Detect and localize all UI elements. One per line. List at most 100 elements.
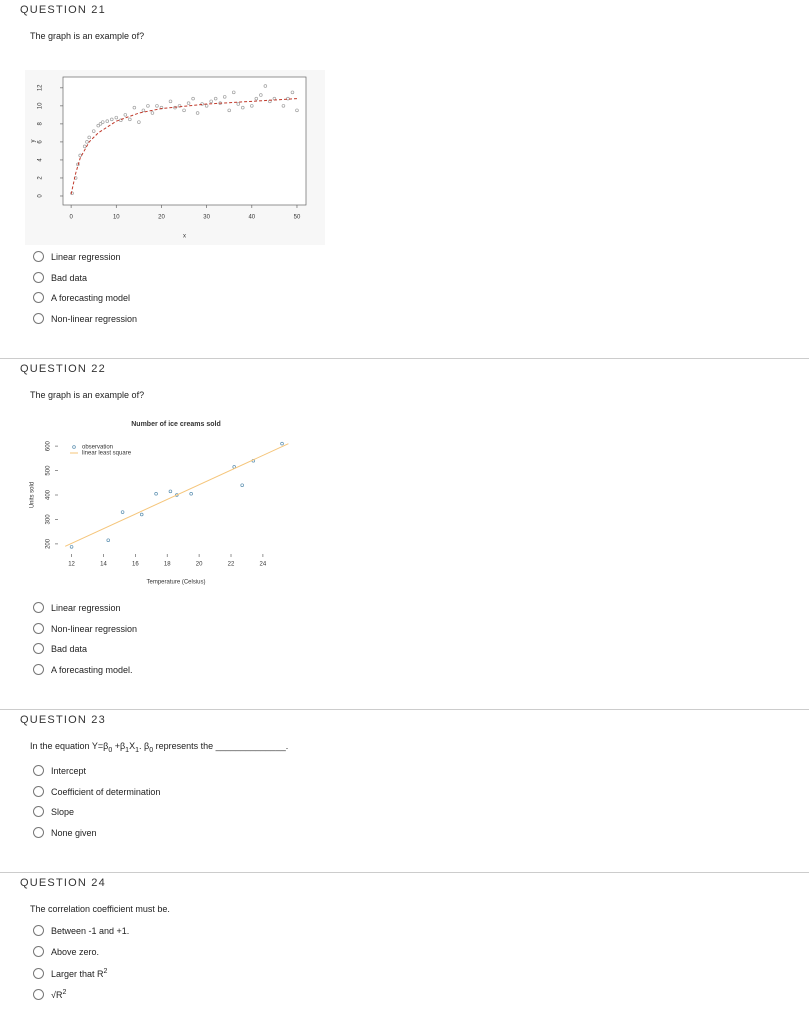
data-point xyxy=(132,105,137,110)
y-tick-label: 4 xyxy=(38,158,44,162)
data-point xyxy=(98,122,103,126)
x-tick-label: 22 xyxy=(228,562,235,568)
question-prompt: The graph is an example of? xyxy=(30,31,144,41)
data-point xyxy=(91,129,96,133)
x-tick-label: 0 xyxy=(69,215,73,221)
text: Above zero. xyxy=(51,946,100,957)
radio-button[interactable] xyxy=(33,806,44,817)
answer-option[interactable]: Bad data xyxy=(33,643,87,654)
answer-option[interactable]: Coefficient of determination xyxy=(33,786,160,797)
question-title: QUESTION 24 xyxy=(20,877,106,889)
option-text: √R2 xyxy=(51,989,66,1000)
text: X xyxy=(129,741,136,751)
data-point xyxy=(175,493,179,497)
option-text: Non-linear regression xyxy=(51,624,137,634)
radio-button[interactable] xyxy=(33,989,44,1000)
y-tick-label: 400 xyxy=(46,489,52,500)
text: A forecasting model. xyxy=(51,664,133,675)
answer-option[interactable]: Linear regression xyxy=(33,602,121,613)
data-point xyxy=(191,96,195,101)
data-point xyxy=(236,102,240,106)
data-point xyxy=(209,99,213,104)
radio-button[interactable] xyxy=(33,664,44,675)
chart-title: Number of ice creams sold xyxy=(131,421,220,428)
option-text: A forecasting model xyxy=(51,293,130,303)
option-text: Bad data xyxy=(51,644,87,654)
data-point xyxy=(186,101,191,105)
fit-line xyxy=(70,98,297,195)
answer-option[interactable]: Intercept xyxy=(33,765,86,776)
radio-button[interactable] xyxy=(33,925,44,936)
radio-button[interactable] xyxy=(33,272,44,283)
radio-button[interactable] xyxy=(33,968,44,979)
answer-option[interactable]: A forecasting model. xyxy=(33,664,133,675)
x-tick-label: 18 xyxy=(164,562,171,568)
answer-option[interactable]: A forecasting model xyxy=(33,292,130,303)
chart: 12 14 16 18 20 22 24 200 300 400 500 600 Temperature… xyxy=(30,421,289,586)
data-point xyxy=(154,492,158,496)
radio-button[interactable] xyxy=(33,251,44,262)
text: Between -1 and +1. xyxy=(51,925,130,936)
data-point xyxy=(137,120,141,124)
y-tick-label: 2 xyxy=(38,176,44,180)
answer-option[interactable]: Slope xyxy=(33,806,74,817)
radio-button[interactable] xyxy=(33,765,44,776)
plot-frame xyxy=(62,76,307,206)
data-point xyxy=(280,441,284,446)
answer-option[interactable]: Larger that R2 xyxy=(33,968,107,979)
data-point xyxy=(241,105,245,110)
data-point xyxy=(195,111,200,115)
radio-button[interactable] xyxy=(33,643,44,654)
radio-button[interactable] xyxy=(33,313,44,324)
x-tick-label: 16 xyxy=(132,562,139,568)
text: √R xyxy=(51,990,63,1000)
data-point xyxy=(100,120,105,124)
answer-option[interactable]: Between -1 and +1. xyxy=(33,925,129,936)
x-axis-label: Temperature (Celsius) xyxy=(146,580,205,586)
question-prompt: The graph is an example of? xyxy=(30,390,144,400)
answer-option[interactable]: Non-linear regression xyxy=(33,313,137,324)
data-point xyxy=(76,162,80,167)
data-point xyxy=(123,113,128,117)
y-tick-label: 200 xyxy=(46,538,52,549)
data-point xyxy=(213,96,218,101)
answer-option[interactable]: Above zero. xyxy=(33,946,99,957)
radio-button[interactable] xyxy=(33,292,44,303)
y-tick-label: 600 xyxy=(46,440,52,451)
x-tick-label: 12 xyxy=(68,562,75,568)
x-tick-label: 20 xyxy=(158,215,165,221)
text: 1 xyxy=(135,746,139,754)
radio-button[interactable] xyxy=(33,623,44,634)
data-point xyxy=(222,95,227,99)
radio-button[interactable] xyxy=(33,827,44,838)
data-point xyxy=(155,104,159,108)
x-tick-label: 50 xyxy=(294,215,301,221)
radio-button[interactable] xyxy=(33,786,44,797)
option-text: A forecasting model. xyxy=(51,665,133,675)
data-point xyxy=(96,123,100,128)
answer-option[interactable]: None given xyxy=(33,827,97,838)
answer-option[interactable]: Non-linear regression xyxy=(33,623,137,634)
data-point xyxy=(200,102,204,106)
answer-option[interactable]: Bad data xyxy=(33,272,87,283)
x-tick-label: 30 xyxy=(203,215,210,221)
radio-button[interactable] xyxy=(33,946,44,957)
radio-button[interactable] xyxy=(33,602,44,613)
y-tick-label: 0 xyxy=(38,194,44,198)
answer-option[interactable]: Linear regression xyxy=(33,251,121,262)
text: Non-linear regression xyxy=(51,623,138,634)
data-point xyxy=(290,90,295,95)
data-point xyxy=(240,483,244,487)
option-text: Bad data xyxy=(51,273,87,283)
question-title: QUESTION 23 xyxy=(20,714,106,726)
data-point xyxy=(231,90,236,95)
data-point xyxy=(85,140,89,144)
text: 1 xyxy=(125,746,130,754)
x-tick-label: 20 xyxy=(196,562,203,568)
answer-option[interactable]: √R2 xyxy=(33,989,66,1000)
text: represents the ______________. xyxy=(153,741,289,751)
question-prompt: The correlation coefficient must be. xyxy=(30,904,170,914)
x-tick-label: 14 xyxy=(100,562,107,568)
option-text: Non-linear regression xyxy=(51,314,137,324)
